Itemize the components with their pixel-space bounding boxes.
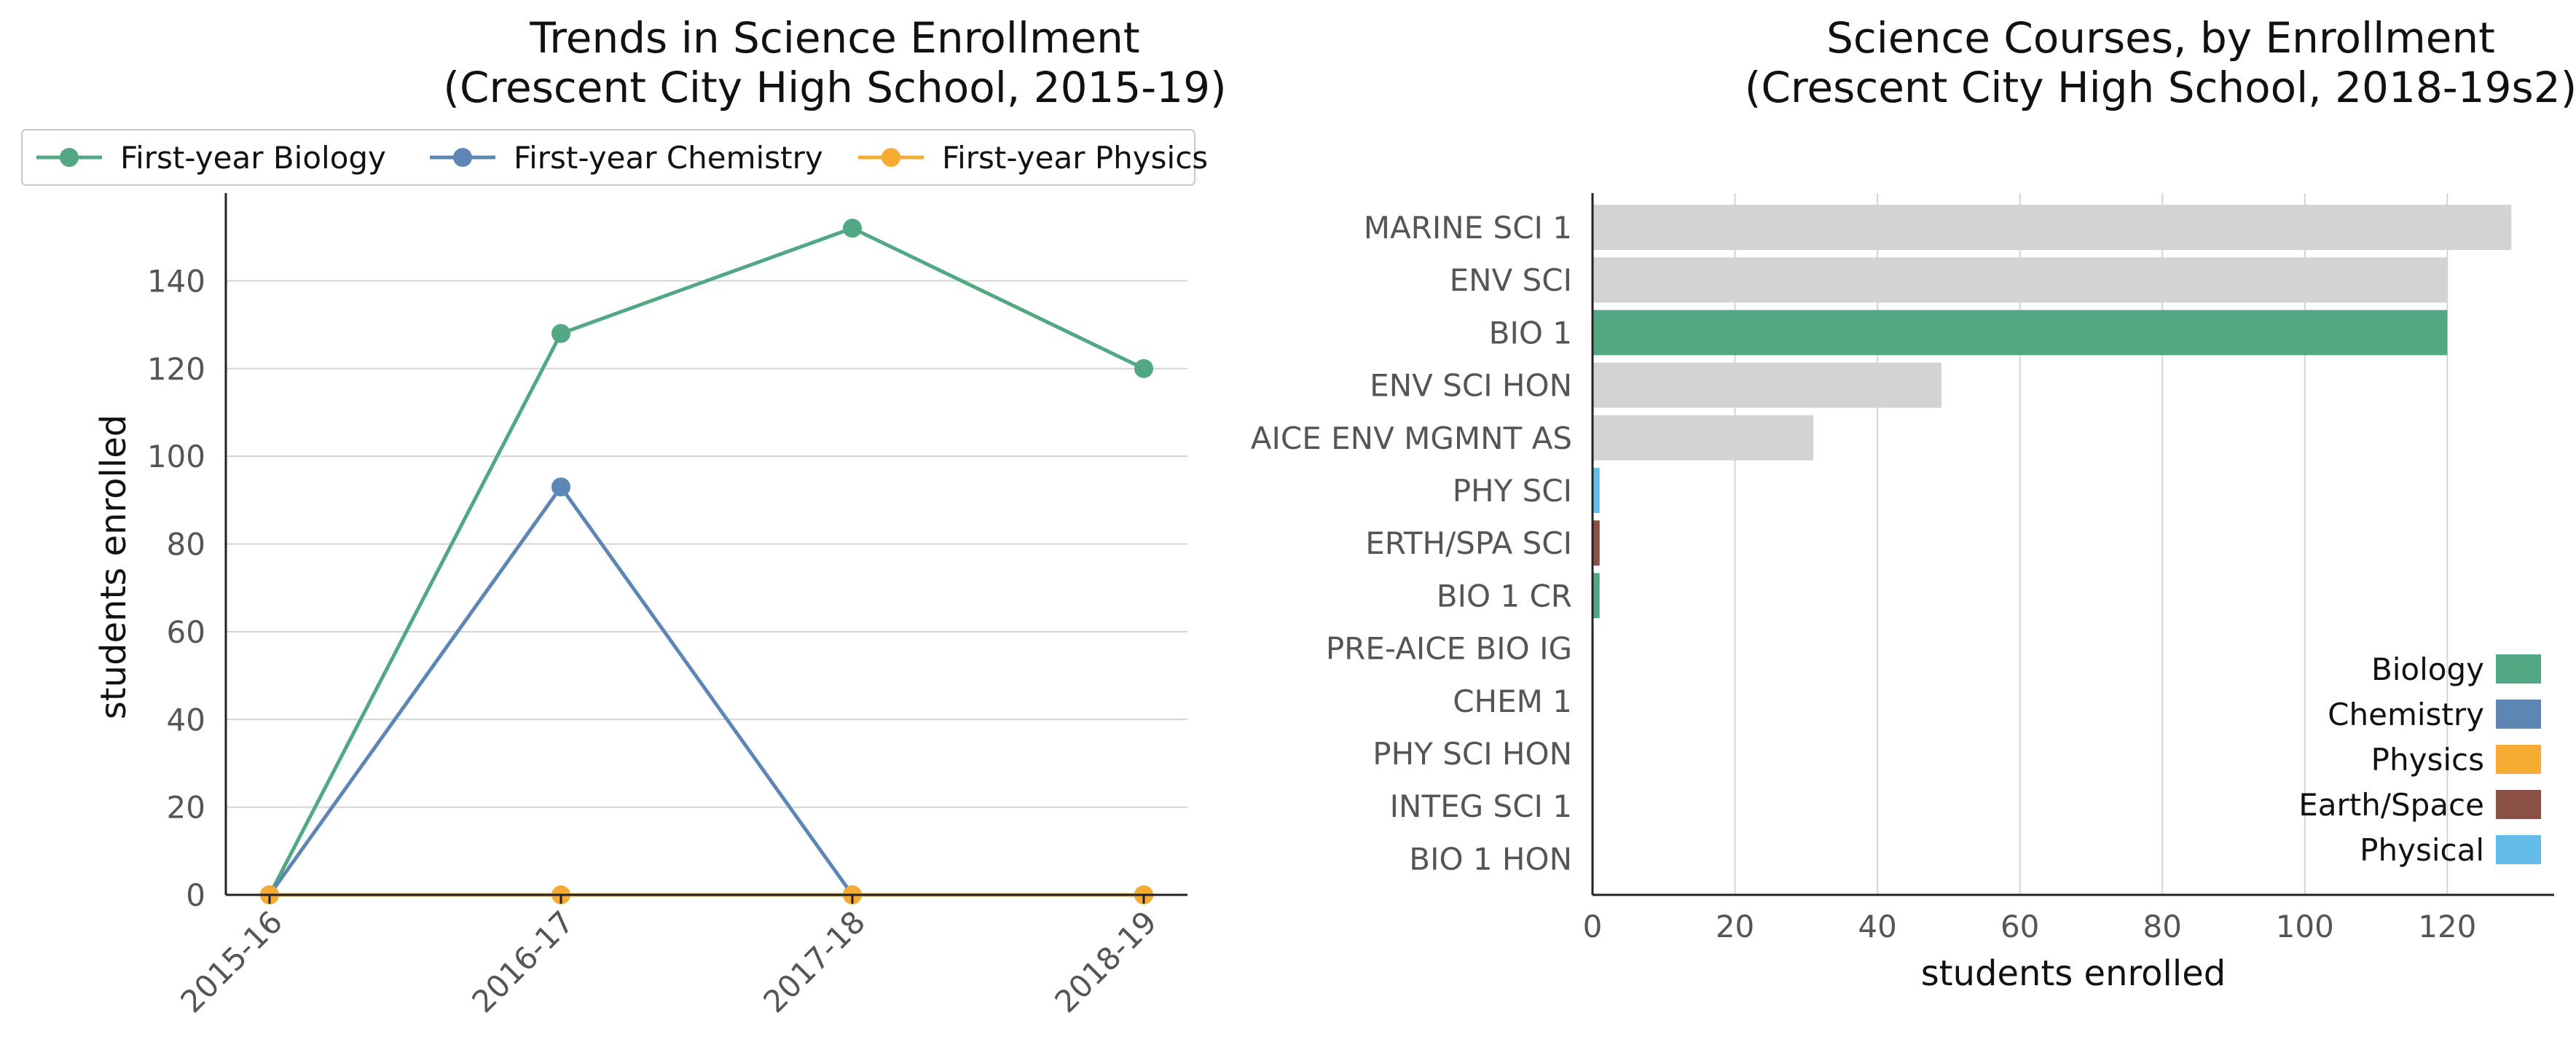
x-axis-label: students enrolled — [1921, 953, 2226, 994]
series-lines — [260, 219, 1153, 904]
bar — [1593, 415, 1814, 461]
x-tick-label: 2017-18 — [756, 904, 872, 1019]
series-line — [267, 483, 1144, 897]
x-tick-labels: 0 20 40 60 80 100 120 — [1583, 909, 2477, 944]
x-tick-label: 120 — [2418, 909, 2476, 944]
category-label: ENV SCI — [1450, 262, 1572, 298]
legend-swatch — [2496, 835, 2541, 864]
legend: Biology Chemistry Physics Earth/Space Physic… — [2298, 651, 2541, 868]
y-tick-label: 100 — [147, 439, 205, 474]
legend-swatch-marker — [60, 148, 79, 167]
bar — [1593, 468, 1600, 513]
category-label: INTEG SCI 1 — [1390, 788, 1572, 824]
x-tick-label: 2015-16 — [173, 904, 289, 1019]
data-point — [551, 477, 570, 497]
category-label: MARINE SCI 1 — [1364, 210, 1572, 246]
category-label: PHY SCI — [1453, 473, 1572, 509]
series-line — [267, 226, 1145, 896]
legend-label: Biology — [2371, 651, 2484, 687]
bar — [1593, 310, 2448, 356]
chart-title-line-2: (Crescent City High School, 2015-19) — [443, 63, 1226, 112]
category-label: CHEM 1 — [1453, 684, 1572, 719]
y-tick-label: 60 — [167, 614, 205, 650]
x-tick-label: 100 — [2276, 909, 2334, 944]
trends-line-chart: Trends in Science Enrollment (Crescent C… — [21, 13, 1227, 1019]
legend-swatch-marker — [881, 148, 900, 167]
category-label: BIO 1 HON — [1409, 841, 1572, 877]
category-labels: MARINE SCI 1 ENV SCI BIO 1 ENV SCI HON AICE … — [1251, 210, 1572, 877]
bar — [1593, 362, 1942, 408]
data-point — [843, 219, 862, 238]
x-tick-label: 0 — [1583, 909, 1603, 944]
x-tick-labels: 2015-16 2016-17 2017-18 2018-19 — [173, 895, 1163, 1019]
y-tick-label: 120 — [147, 351, 205, 387]
bar — [1593, 257, 2448, 303]
category-label: ENV SCI HON — [1370, 368, 1572, 404]
y-gridlines — [226, 280, 1187, 808]
legend-frame — [21, 129, 1195, 186]
legend-swatch — [2496, 700, 2541, 729]
legend-swatch-marker — [453, 148, 472, 167]
bars — [1593, 205, 2512, 619]
legend-swatch — [2496, 654, 2541, 684]
bar — [1593, 520, 1600, 566]
legend-label: Physical — [2360, 832, 2484, 868]
legend-label: Chemistry — [2328, 697, 2484, 732]
y-axis-label: students enrolled — [93, 415, 134, 719]
legend-swatch — [2496, 790, 2541, 819]
x-tick-label: 2016-17 — [465, 904, 581, 1019]
legend-label: First-year Biology — [120, 140, 386, 176]
chart-title-line-1: Science Courses, by Enrollment — [1826, 13, 2495, 63]
legend-swatch — [2496, 745, 2541, 774]
legend-label: First-year Physics — [942, 140, 1208, 176]
x-tick-label: 20 — [1716, 909, 1754, 944]
x-tick-label: 80 — [2143, 909, 2181, 944]
bar — [1593, 573, 1600, 619]
category-label: ERTH/SPA SCI — [1365, 525, 1572, 561]
courses-bar-chart: Science Courses, by Enrollment (Crescent… — [1251, 13, 2576, 994]
category-label: BIO 1 — [1489, 315, 1572, 351]
category-label: PHY SCI HON — [1373, 736, 1572, 772]
data-point — [551, 324, 570, 343]
legend-label: Earth/Space — [2298, 787, 2484, 823]
legend: First-year Biology First-year Chemistry Fi… — [21, 129, 1208, 186]
x-tick-label: 2018-19 — [1048, 904, 1163, 1019]
x-tick-label: 40 — [1858, 909, 1896, 944]
y-tick-label: 80 — [167, 527, 205, 563]
x-tick-label: 60 — [2000, 909, 2039, 944]
chart-title-line-1: Trends in Science Enrollment — [529, 13, 1139, 63]
chart-title-line-2: (Crescent City High School, 2018-19s2) — [1745, 63, 2576, 112]
data-point — [1134, 359, 1153, 378]
y-tick-label: 40 — [167, 702, 205, 737]
category-label: BIO 1 CR — [1437, 578, 1572, 614]
y-tick-label: 140 — [147, 263, 205, 299]
legend-label: First-year Chemistry — [514, 140, 823, 176]
legend-label: Physics — [2371, 742, 2484, 778]
bar — [1593, 205, 2512, 250]
y-tick-label: 20 — [167, 790, 205, 826]
y-tick-label: 0 — [186, 877, 205, 913]
category-label: AICE ENV MGMNT AS — [1251, 420, 1572, 456]
category-label: PRE-AICE BIO IG — [1326, 631, 1572, 667]
y-tick-labels: 0 20 40 60 80 100 120 140 — [147, 263, 205, 913]
